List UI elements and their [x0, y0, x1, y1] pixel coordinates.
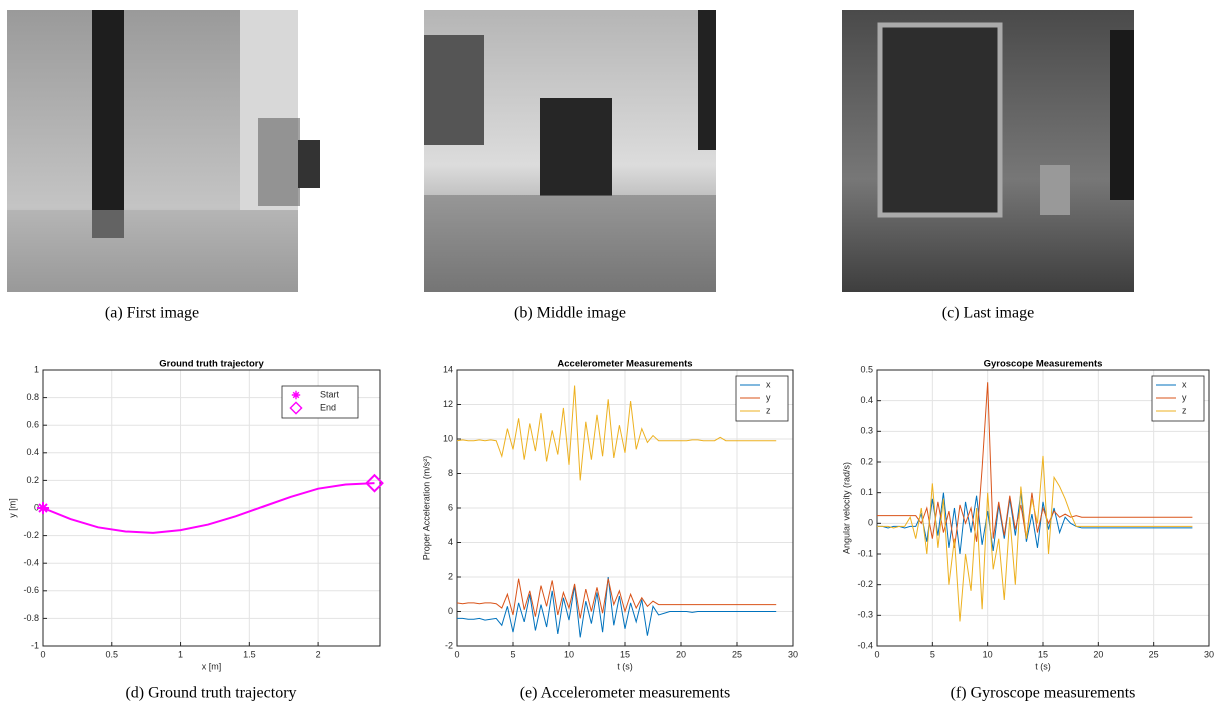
x-tick-label: 20: [1093, 649, 1103, 659]
y-tick-label: -0.2: [23, 530, 39, 540]
y-tick-label: 0.3: [860, 426, 873, 436]
x-axis-label: t (s): [617, 661, 633, 671]
photo-first: [7, 10, 320, 292]
y-tick-label: -0.6: [23, 585, 39, 595]
y-tick-label: -0.8: [23, 613, 39, 623]
series-line: [456, 578, 777, 619]
x-tick-label: 15: [1038, 649, 1048, 659]
y-tick-label: 0: [448, 606, 453, 616]
y-tick-label: 0.4: [860, 395, 873, 405]
y-tick-label: 0.4: [26, 447, 39, 457]
y-tick-label: 4: [448, 537, 453, 547]
y-tick-label: 14: [443, 364, 453, 374]
y-tick-label: 0.5: [860, 364, 873, 374]
x-tick-label: 0: [40, 649, 45, 659]
trajectory-line: [42, 482, 375, 534]
y-axis-label: y [m]: [7, 498, 17, 518]
legend-label: x: [766, 379, 771, 389]
marker-diamond: [289, 401, 303, 415]
legend-label: z: [1182, 405, 1187, 415]
x-tick-label: 30: [788, 649, 798, 659]
x-tick-label: 2: [316, 649, 321, 659]
x-axis-label: x [m]: [202, 661, 222, 671]
x-tick-label: 15: [620, 649, 630, 659]
captions: (a) First image (b) Middle image (c) Las…: [105, 305, 1034, 322]
y-tick-label: -0.3: [857, 610, 873, 620]
legend-label: z: [766, 405, 771, 415]
y-tick-label: 2: [448, 571, 453, 581]
photo-last: [842, 10, 1134, 292]
axes-box: [876, 369, 1210, 647]
x-tick-label: 25: [732, 649, 742, 659]
photo-caption: (c) Last image: [942, 305, 1034, 322]
figure-caption: (d) Ground truth trajectory: [125, 685, 296, 702]
figure-caption: (e) Accelerometer measurements: [520, 685, 731, 702]
y-tick-label: -2: [445, 640, 453, 650]
y-tick-label: 8: [448, 468, 453, 478]
legend-label: y: [766, 392, 771, 402]
x-tick-label: 0: [874, 649, 879, 659]
y-axis-label: Angular velocity (rad/s): [841, 462, 851, 554]
x-tick-label: 10: [564, 649, 574, 659]
marker-diamond: [365, 473, 384, 493]
x-tick-label: 5: [510, 649, 515, 659]
x-tick-label: 1: [178, 649, 183, 659]
y-tick-label: -0.4: [857, 640, 873, 650]
chart-title: Accelerometer Measurements: [557, 359, 692, 370]
y-tick-label: 1: [34, 364, 39, 374]
y-tick-label: 12: [443, 399, 453, 409]
y-tick-label: -0.1: [857, 548, 873, 558]
series-line: [456, 385, 777, 481]
y-tick-label: 0.2: [860, 456, 873, 466]
x-axis-label: t (s): [1035, 661, 1051, 671]
y-tick-label: 6: [448, 502, 453, 512]
legend-label: x: [1182, 379, 1187, 389]
series-line: [457, 576, 777, 638]
y-tick-label: 0.8: [26, 392, 39, 402]
y-tick-label: 0.2: [26, 475, 39, 485]
x-tick-label: 10: [983, 649, 993, 659]
y-tick-label: 0: [868, 518, 873, 528]
y-axis-label: Proper Acceleration (m/s²): [421, 456, 431, 561]
chart-title: Gyroscope Measurements: [984, 359, 1103, 370]
figure-caption: (f) Gyroscope measurements: [951, 685, 1136, 702]
y-tick-label: 0.6: [26, 420, 39, 430]
x-tick-label: 0.5: [106, 649, 119, 659]
legend-label: Start: [320, 389, 340, 399]
x-tick-label: 30: [1204, 649, 1214, 659]
axes-box: [456, 369, 794, 647]
legend-label: End: [320, 402, 336, 412]
y-tick-label: -1: [31, 640, 39, 650]
x-tick-label: 25: [1149, 649, 1159, 659]
photo-caption: (b) Middle image: [514, 305, 626, 322]
y-tick-label: -0.4: [23, 558, 39, 568]
y-tick-label: -0.2: [857, 579, 873, 589]
chart-title: Ground truth trajectory: [159, 359, 264, 370]
photo-caption: (a) First image: [105, 305, 199, 322]
legend-label: y: [1182, 392, 1187, 402]
y-tick-label: 0.1: [860, 487, 873, 497]
x-tick-label: 0: [454, 649, 459, 659]
photo-middle: [424, 10, 716, 292]
marker-asterisk: [291, 390, 301, 400]
x-tick-label: 5: [930, 649, 935, 659]
y-tick-label: 0: [34, 502, 39, 512]
x-tick-label: 1.5: [243, 649, 256, 659]
marker-asterisk: [37, 502, 49, 514]
x-tick-label: 20: [676, 649, 686, 659]
series-line: [877, 455, 1193, 622]
y-tick-label: 10: [443, 433, 453, 443]
